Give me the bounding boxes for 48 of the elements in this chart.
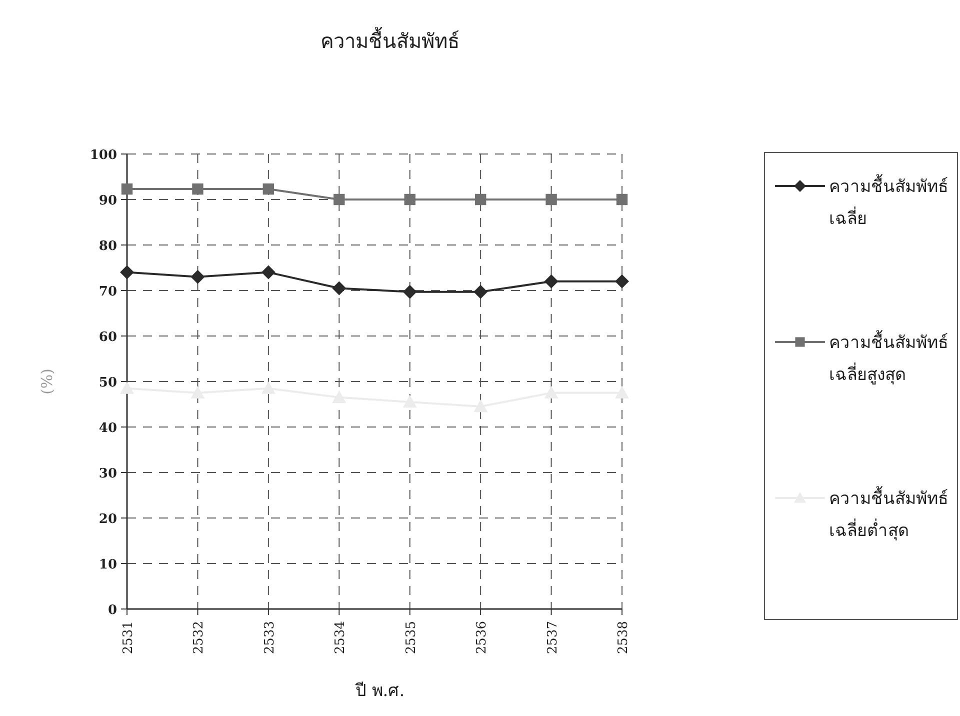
legend-label: ความชื้นสัมพัทธ์เฉลี่ยต่ำสุด [829, 485, 948, 543]
point [402, 284, 417, 299]
y-tick-label: 20 [98, 512, 117, 527]
point [192, 183, 204, 195]
point [332, 281, 346, 296]
point [615, 386, 629, 398]
point [615, 274, 629, 288]
y-tick-label: 50 [98, 376, 117, 390]
point [616, 194, 628, 206]
point [402, 394, 417, 408]
y-tick-label: 0 [108, 603, 117, 618]
point [546, 194, 557, 206]
point [262, 183, 274, 195]
point [190, 270, 205, 284]
point [334, 194, 345, 206]
point [474, 194, 486, 206]
point [261, 381, 276, 394]
point [120, 381, 134, 394]
x-axis-title: ปี พ.ศ. [354, 681, 405, 701]
legend-label: ความชื้นสัมพัทธ์เฉลี่ย [829, 173, 948, 231]
y-tick-label: 30 [98, 466, 117, 482]
chart-title: ความชื้นสัมพัทธ์ [320, 27, 460, 53]
x-tick-label: 2534 [333, 621, 348, 654]
point [190, 386, 205, 398]
y-axis-title: (%) [38, 368, 56, 394]
y-tick-label: 40 [98, 421, 117, 436]
point [120, 265, 134, 280]
x-tick-label: 2533 [262, 621, 278, 654]
y-tick-label: 100 [90, 148, 117, 163]
point [544, 274, 558, 288]
x-tick-label: 2532 [192, 621, 207, 654]
y-tick-label: 80 [98, 239, 117, 254]
point [404, 194, 416, 206]
point [261, 265, 276, 280]
x-tick-label: 2535 [404, 621, 419, 654]
point [474, 284, 488, 299]
point [121, 183, 133, 195]
y-tick-label: 90 [98, 194, 117, 208]
x-tick-label: 2531 [121, 621, 136, 654]
y-tick-label: 10 [98, 558, 117, 572]
y-tick-label: 60 [98, 330, 117, 345]
point [474, 400, 488, 412]
point [544, 386, 558, 398]
x-tick-label: 2538 [616, 621, 631, 654]
x-tick-label: 2536 [474, 621, 490, 654]
y-tick-label: 70 [98, 284, 117, 300]
x-tick-label: 2537 [545, 621, 560, 654]
legend-label: ความชื้นสัมพัทธ์เฉลี่ยสูงสุด [829, 329, 948, 387]
